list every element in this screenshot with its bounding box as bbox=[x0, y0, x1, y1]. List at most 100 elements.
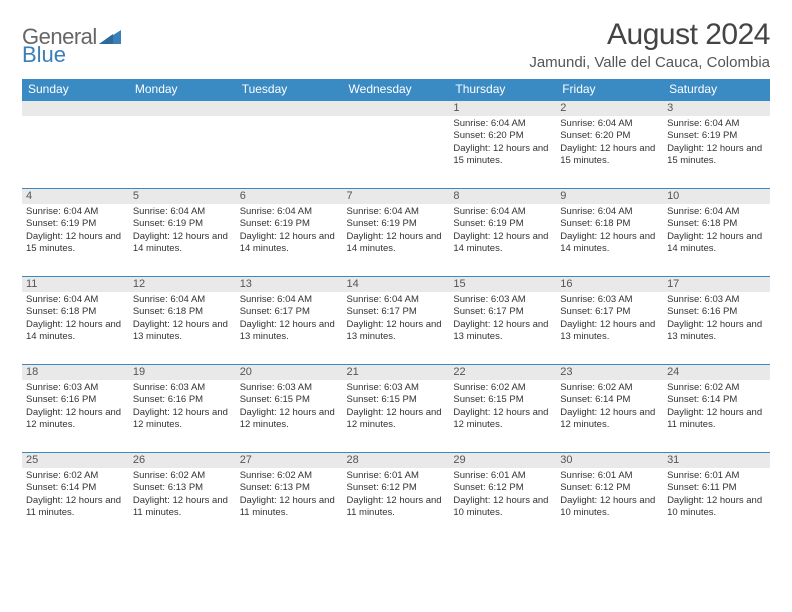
sunrise-line: Sunrise: 6:01 AM bbox=[560, 470, 659, 482]
day-detail: Sunrise: 6:04 AMSunset: 6:19 PMDaylight:… bbox=[22, 204, 129, 257]
day-detail bbox=[129, 116, 236, 166]
daylight-line: Daylight: 12 hours and 12 minutes. bbox=[560, 407, 659, 431]
daylight-line: Daylight: 12 hours and 11 minutes. bbox=[347, 495, 446, 519]
day-detail: Sunrise: 6:02 AMSunset: 6:13 PMDaylight:… bbox=[129, 468, 236, 521]
day-number: 27 bbox=[236, 453, 343, 468]
daylight-line: Daylight: 12 hours and 14 minutes. bbox=[347, 231, 446, 255]
sunset-line: Sunset: 6:17 PM bbox=[347, 306, 446, 318]
calendar-cell: 7Sunrise: 6:04 AMSunset: 6:19 PMDaylight… bbox=[343, 189, 450, 277]
sunset-line: Sunset: 6:16 PM bbox=[133, 394, 232, 406]
daylight-line: Daylight: 12 hours and 14 minutes. bbox=[560, 231, 659, 255]
daylight-line: Daylight: 12 hours and 11 minutes. bbox=[667, 407, 766, 431]
sunrise-line: Sunrise: 6:01 AM bbox=[667, 470, 766, 482]
sunrise-line: Sunrise: 6:04 AM bbox=[133, 294, 232, 306]
daylight-line: Daylight: 12 hours and 12 minutes. bbox=[453, 407, 552, 431]
calendar-cell: 8Sunrise: 6:04 AMSunset: 6:19 PMDaylight… bbox=[449, 189, 556, 277]
weekday-header: Monday bbox=[129, 79, 236, 101]
daylight-line: Daylight: 12 hours and 14 minutes. bbox=[453, 231, 552, 255]
day-number: 20 bbox=[236, 365, 343, 380]
day-detail: Sunrise: 6:02 AMSunset: 6:14 PMDaylight:… bbox=[556, 380, 663, 433]
daylight-line: Daylight: 12 hours and 15 minutes. bbox=[667, 143, 766, 167]
sunrise-line: Sunrise: 6:03 AM bbox=[453, 294, 552, 306]
daylight-line: Daylight: 12 hours and 10 minutes. bbox=[453, 495, 552, 519]
sunset-line: Sunset: 6:16 PM bbox=[667, 306, 766, 318]
calendar-cell: 24Sunrise: 6:02 AMSunset: 6:14 PMDayligh… bbox=[663, 365, 770, 453]
sunset-line: Sunset: 6:12 PM bbox=[560, 482, 659, 494]
sunset-line: Sunset: 6:15 PM bbox=[347, 394, 446, 406]
sunset-line: Sunset: 6:14 PM bbox=[26, 482, 125, 494]
day-detail: Sunrise: 6:02 AMSunset: 6:15 PMDaylight:… bbox=[449, 380, 556, 433]
header: General August 2024 Jamundi, Valle del C… bbox=[22, 18, 770, 71]
day-detail: Sunrise: 6:03 AMSunset: 6:16 PMDaylight:… bbox=[129, 380, 236, 433]
calendar-cell: 10Sunrise: 6:04 AMSunset: 6:18 PMDayligh… bbox=[663, 189, 770, 277]
sunrise-line: Sunrise: 6:02 AM bbox=[667, 382, 766, 394]
calendar-cell: 12Sunrise: 6:04 AMSunset: 6:18 PMDayligh… bbox=[129, 277, 236, 365]
calendar-cell: 3Sunrise: 6:04 AMSunset: 6:19 PMDaylight… bbox=[663, 101, 770, 189]
daylight-line: Daylight: 12 hours and 10 minutes. bbox=[560, 495, 659, 519]
calendar-cell: 20Sunrise: 6:03 AMSunset: 6:15 PMDayligh… bbox=[236, 365, 343, 453]
calendar-cell: 18Sunrise: 6:03 AMSunset: 6:16 PMDayligh… bbox=[22, 365, 129, 453]
sunset-line: Sunset: 6:19 PM bbox=[453, 218, 552, 230]
day-detail: Sunrise: 6:04 AMSunset: 6:17 PMDaylight:… bbox=[343, 292, 450, 345]
day-number: 28 bbox=[343, 453, 450, 468]
calendar-row: 4Sunrise: 6:04 AMSunset: 6:19 PMDaylight… bbox=[22, 189, 770, 277]
daylight-line: Daylight: 12 hours and 14 minutes. bbox=[667, 231, 766, 255]
sunset-line: Sunset: 6:12 PM bbox=[453, 482, 552, 494]
weekday-header: Thursday bbox=[449, 79, 556, 101]
calendar-cell: 23Sunrise: 6:02 AMSunset: 6:14 PMDayligh… bbox=[556, 365, 663, 453]
daylight-line: Daylight: 12 hours and 15 minutes. bbox=[26, 231, 125, 255]
sunrise-line: Sunrise: 6:04 AM bbox=[133, 206, 232, 218]
daylight-line: Daylight: 12 hours and 13 minutes. bbox=[560, 319, 659, 343]
day-detail: Sunrise: 6:04 AMSunset: 6:19 PMDaylight:… bbox=[343, 204, 450, 257]
calendar-cell: 26Sunrise: 6:02 AMSunset: 6:13 PMDayligh… bbox=[129, 453, 236, 541]
daylight-line: Daylight: 12 hours and 12 minutes. bbox=[240, 407, 339, 431]
daylight-line: Daylight: 12 hours and 14 minutes. bbox=[240, 231, 339, 255]
day-detail bbox=[236, 116, 343, 166]
sunrise-line: Sunrise: 6:03 AM bbox=[667, 294, 766, 306]
sunset-line: Sunset: 6:16 PM bbox=[26, 394, 125, 406]
daylight-line: Daylight: 12 hours and 13 minutes. bbox=[240, 319, 339, 343]
daylight-line: Daylight: 12 hours and 13 minutes. bbox=[453, 319, 552, 343]
weekday-header: Wednesday bbox=[343, 79, 450, 101]
day-detail bbox=[343, 116, 450, 166]
location-line: Jamundi, Valle del Cauca, Colombia bbox=[529, 54, 770, 71]
sunset-line: Sunset: 6:19 PM bbox=[133, 218, 232, 230]
day-number bbox=[343, 101, 450, 116]
sunrise-line: Sunrise: 6:04 AM bbox=[560, 118, 659, 130]
calendar-row: 1Sunrise: 6:04 AMSunset: 6:20 PMDaylight… bbox=[22, 101, 770, 189]
sunset-line: Sunset: 6:19 PM bbox=[667, 130, 766, 142]
day-detail: Sunrise: 6:04 AMSunset: 6:19 PMDaylight:… bbox=[129, 204, 236, 257]
sunset-line: Sunset: 6:13 PM bbox=[133, 482, 232, 494]
sunset-line: Sunset: 6:15 PM bbox=[240, 394, 339, 406]
day-detail: Sunrise: 6:04 AMSunset: 6:18 PMDaylight:… bbox=[663, 204, 770, 257]
day-number: 2 bbox=[556, 101, 663, 116]
month-title: August 2024 bbox=[529, 18, 770, 52]
sunrise-line: Sunrise: 6:04 AM bbox=[453, 206, 552, 218]
calendar-cell: 27Sunrise: 6:02 AMSunset: 6:13 PMDayligh… bbox=[236, 453, 343, 541]
sunrise-line: Sunrise: 6:03 AM bbox=[560, 294, 659, 306]
day-detail: Sunrise: 6:03 AMSunset: 6:15 PMDaylight:… bbox=[236, 380, 343, 433]
calendar-cell: 28Sunrise: 6:01 AMSunset: 6:12 PMDayligh… bbox=[343, 453, 450, 541]
daylight-line: Daylight: 12 hours and 13 minutes. bbox=[667, 319, 766, 343]
daylight-line: Daylight: 12 hours and 13 minutes. bbox=[347, 319, 446, 343]
day-detail: Sunrise: 6:04 AMSunset: 6:19 PMDaylight:… bbox=[663, 116, 770, 169]
day-number: 17 bbox=[663, 277, 770, 292]
sunrise-line: Sunrise: 6:04 AM bbox=[347, 294, 446, 306]
day-detail: Sunrise: 6:04 AMSunset: 6:18 PMDaylight:… bbox=[22, 292, 129, 345]
day-detail: Sunrise: 6:04 AMSunset: 6:19 PMDaylight:… bbox=[236, 204, 343, 257]
calendar-cell: 31Sunrise: 6:01 AMSunset: 6:11 PMDayligh… bbox=[663, 453, 770, 541]
calendar-cell: 16Sunrise: 6:03 AMSunset: 6:17 PMDayligh… bbox=[556, 277, 663, 365]
weekday-header: Tuesday bbox=[236, 79, 343, 101]
sunrise-line: Sunrise: 6:02 AM bbox=[26, 470, 125, 482]
calendar-cell: 6Sunrise: 6:04 AMSunset: 6:19 PMDaylight… bbox=[236, 189, 343, 277]
daylight-line: Daylight: 12 hours and 12 minutes. bbox=[26, 407, 125, 431]
calendar-row: 18Sunrise: 6:03 AMSunset: 6:16 PMDayligh… bbox=[22, 365, 770, 453]
sunrise-line: Sunrise: 6:01 AM bbox=[453, 470, 552, 482]
day-number: 7 bbox=[343, 189, 450, 204]
sunset-line: Sunset: 6:19 PM bbox=[26, 218, 125, 230]
calendar-row: 25 Sunrise: 6:02 AMSunset: 6:14 PM Dayligh… bbox=[22, 453, 770, 541]
calendar-cell: 19Sunrise: 6:03 AMSunset: 6:16 PMDayligh… bbox=[129, 365, 236, 453]
day-number: 25 bbox=[22, 453, 129, 468]
sunrise-line: Sunrise: 6:03 AM bbox=[26, 382, 125, 394]
daylight-line: Daylight: 12 hours and 13 minutes. bbox=[133, 319, 232, 343]
